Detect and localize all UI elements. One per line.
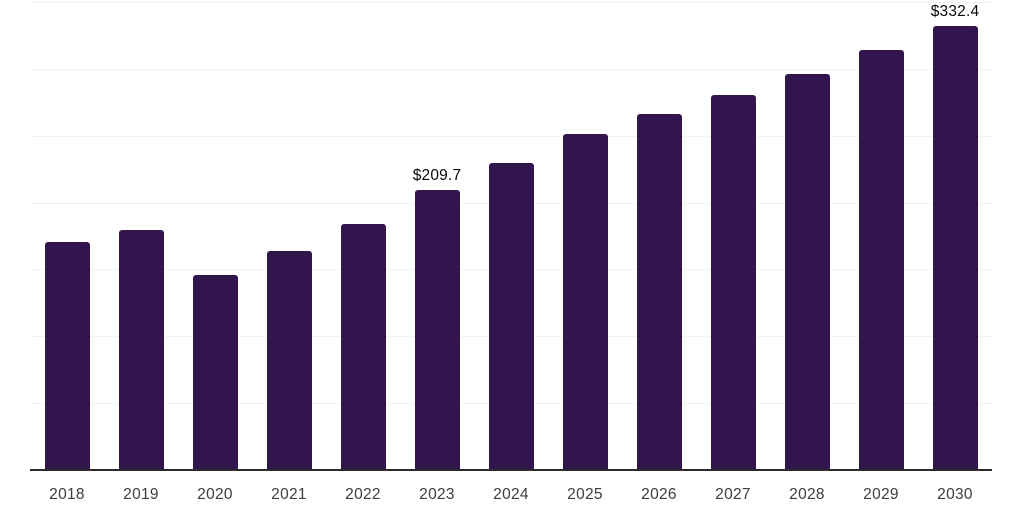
bar-2027 [710,95,756,470]
x-tick-label-2024: 2024 [493,486,529,503]
bar-2026 [636,114,682,470]
bar-2020 [192,275,238,470]
bar-2028 [784,74,830,470]
x-tick-label-2029: 2029 [863,486,899,503]
gridline [30,135,992,137]
bar-2018 [44,242,90,470]
bar-2029 [858,50,904,470]
x-tick-label-2020: 2020 [197,486,233,503]
x-tick-label-2019: 2019 [123,486,159,503]
gridline [30,68,992,70]
bar-2030 [932,26,978,470]
x-tick-label-2030: 2030 [937,486,973,503]
x-tick-label-2025: 2025 [567,486,603,503]
bar-2021 [266,251,312,470]
x-tick-label-2021: 2021 [271,486,307,503]
x-tick-label-2026: 2026 [641,486,677,503]
bar-2024 [488,163,534,470]
bar-value-label-2023: $209.7 [412,167,462,184]
x-tick-label-2028: 2028 [789,486,825,503]
bar-value-label-2030: $332.4 [930,3,980,20]
x-tick-label-2018: 2018 [49,486,85,503]
bar-2019 [118,230,164,470]
x-axis-line [30,469,992,471]
gridline [30,2,992,3]
plot-area: $209.7 $332.4 [30,2,992,470]
bar-2023 [414,190,460,470]
bar-2025 [562,134,608,470]
x-tick-label-2022: 2022 [345,486,381,503]
bar-2022 [340,224,386,470]
x-tick-label-2023: 2023 [419,486,455,503]
x-tick-label-2027: 2027 [715,486,751,503]
